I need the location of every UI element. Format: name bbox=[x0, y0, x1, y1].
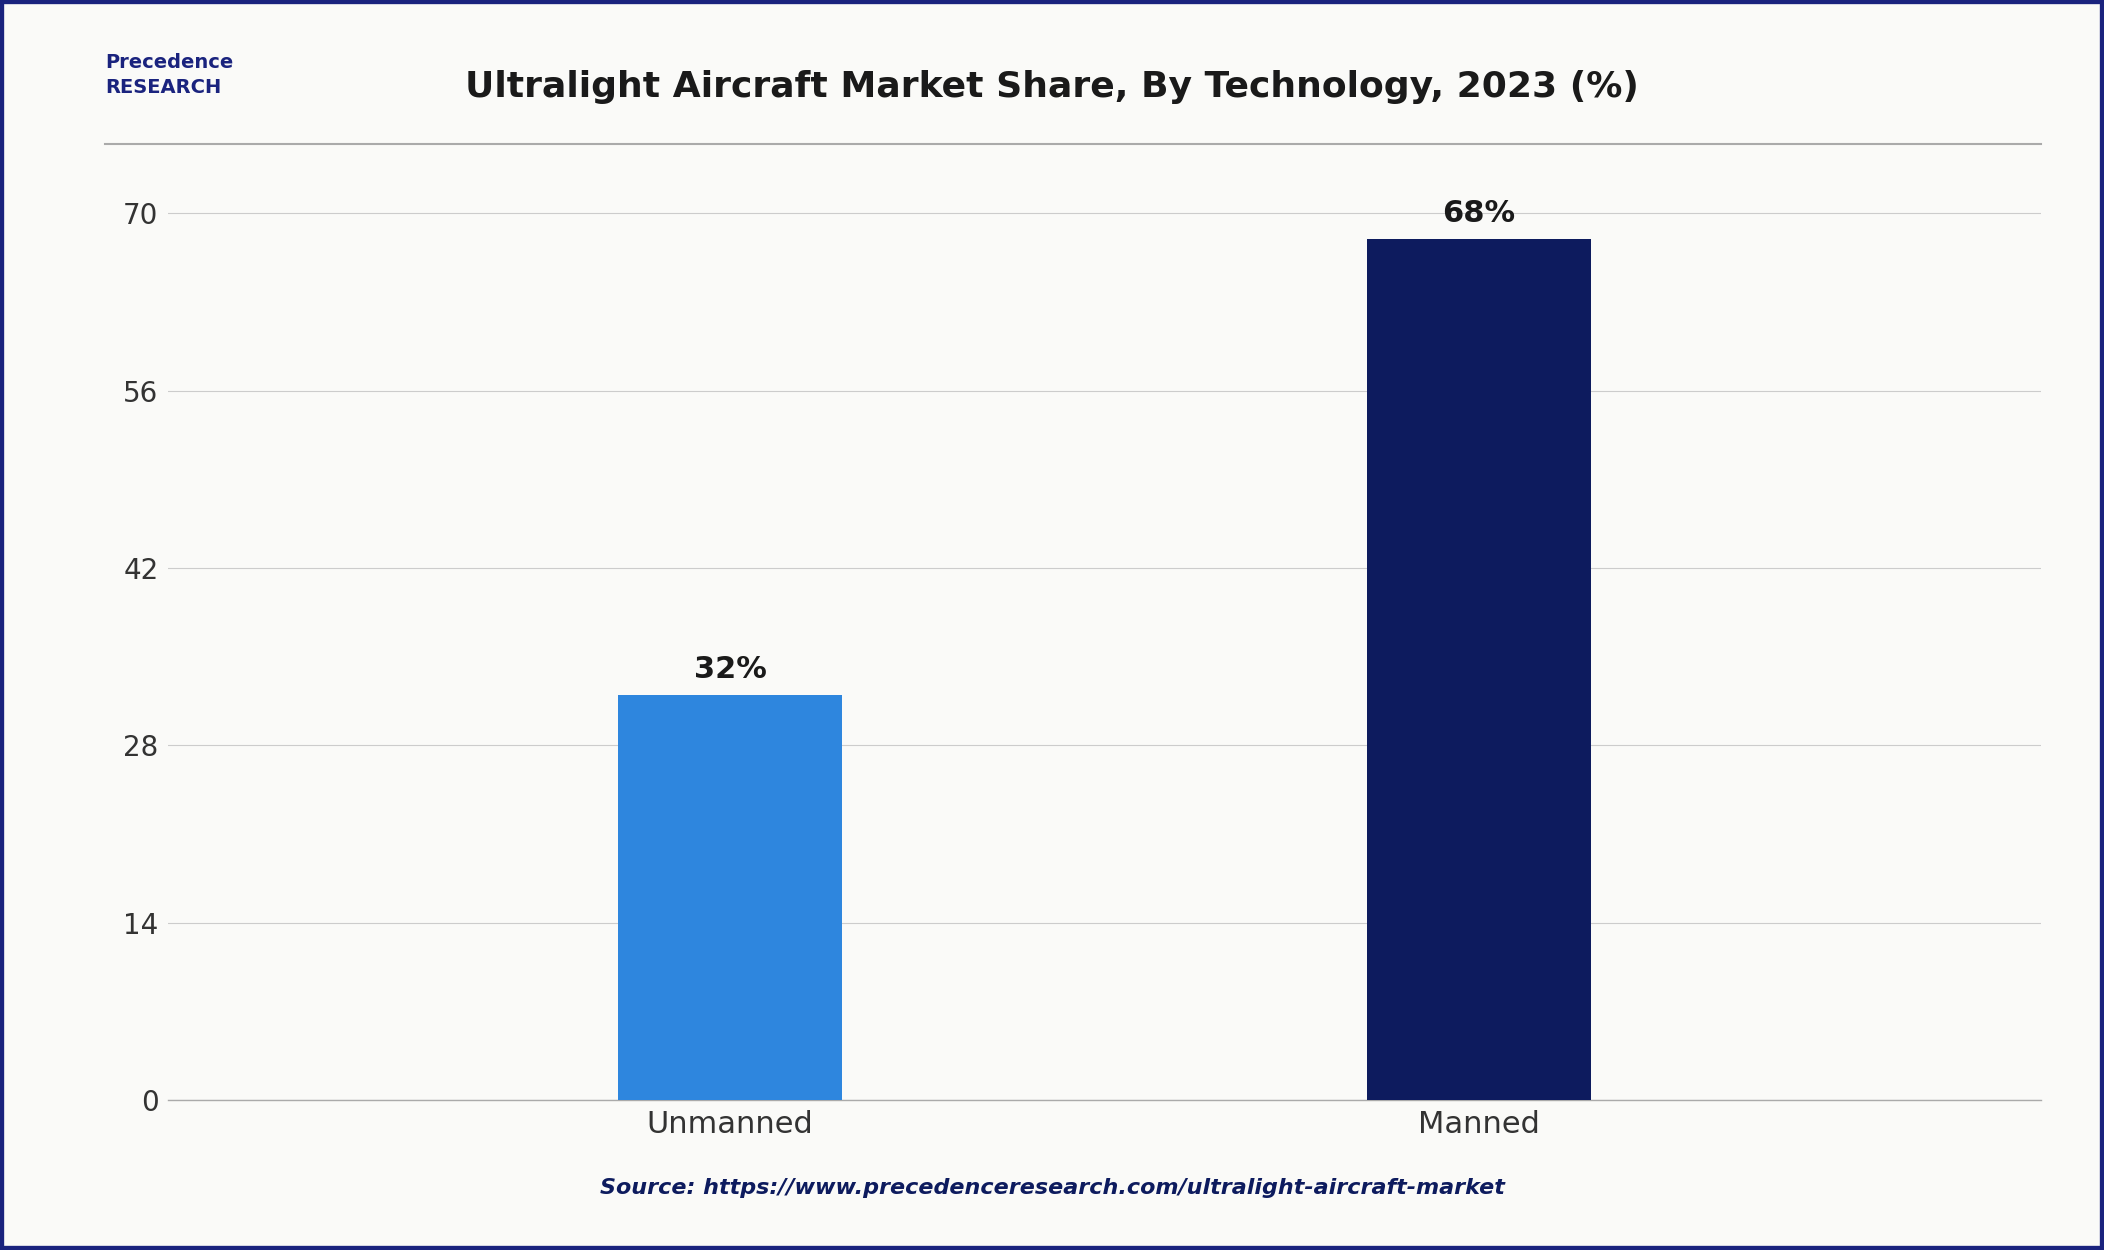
Text: 68%: 68% bbox=[1443, 200, 1515, 229]
Text: Precedence
RESEARCH: Precedence RESEARCH bbox=[105, 52, 234, 98]
Text: 32%: 32% bbox=[694, 655, 766, 685]
Bar bbox=[1368, 239, 1591, 1100]
Text: Ultralight Aircraft Market Share, By Technology, 2023 (%): Ultralight Aircraft Market Share, By Tec… bbox=[465, 70, 1639, 105]
Bar bbox=[619, 695, 842, 1100]
Text: Source: https://www.precedenceresearch.com/ultralight-aircraft-market: Source: https://www.precedenceresearch.c… bbox=[600, 1178, 1504, 1198]
